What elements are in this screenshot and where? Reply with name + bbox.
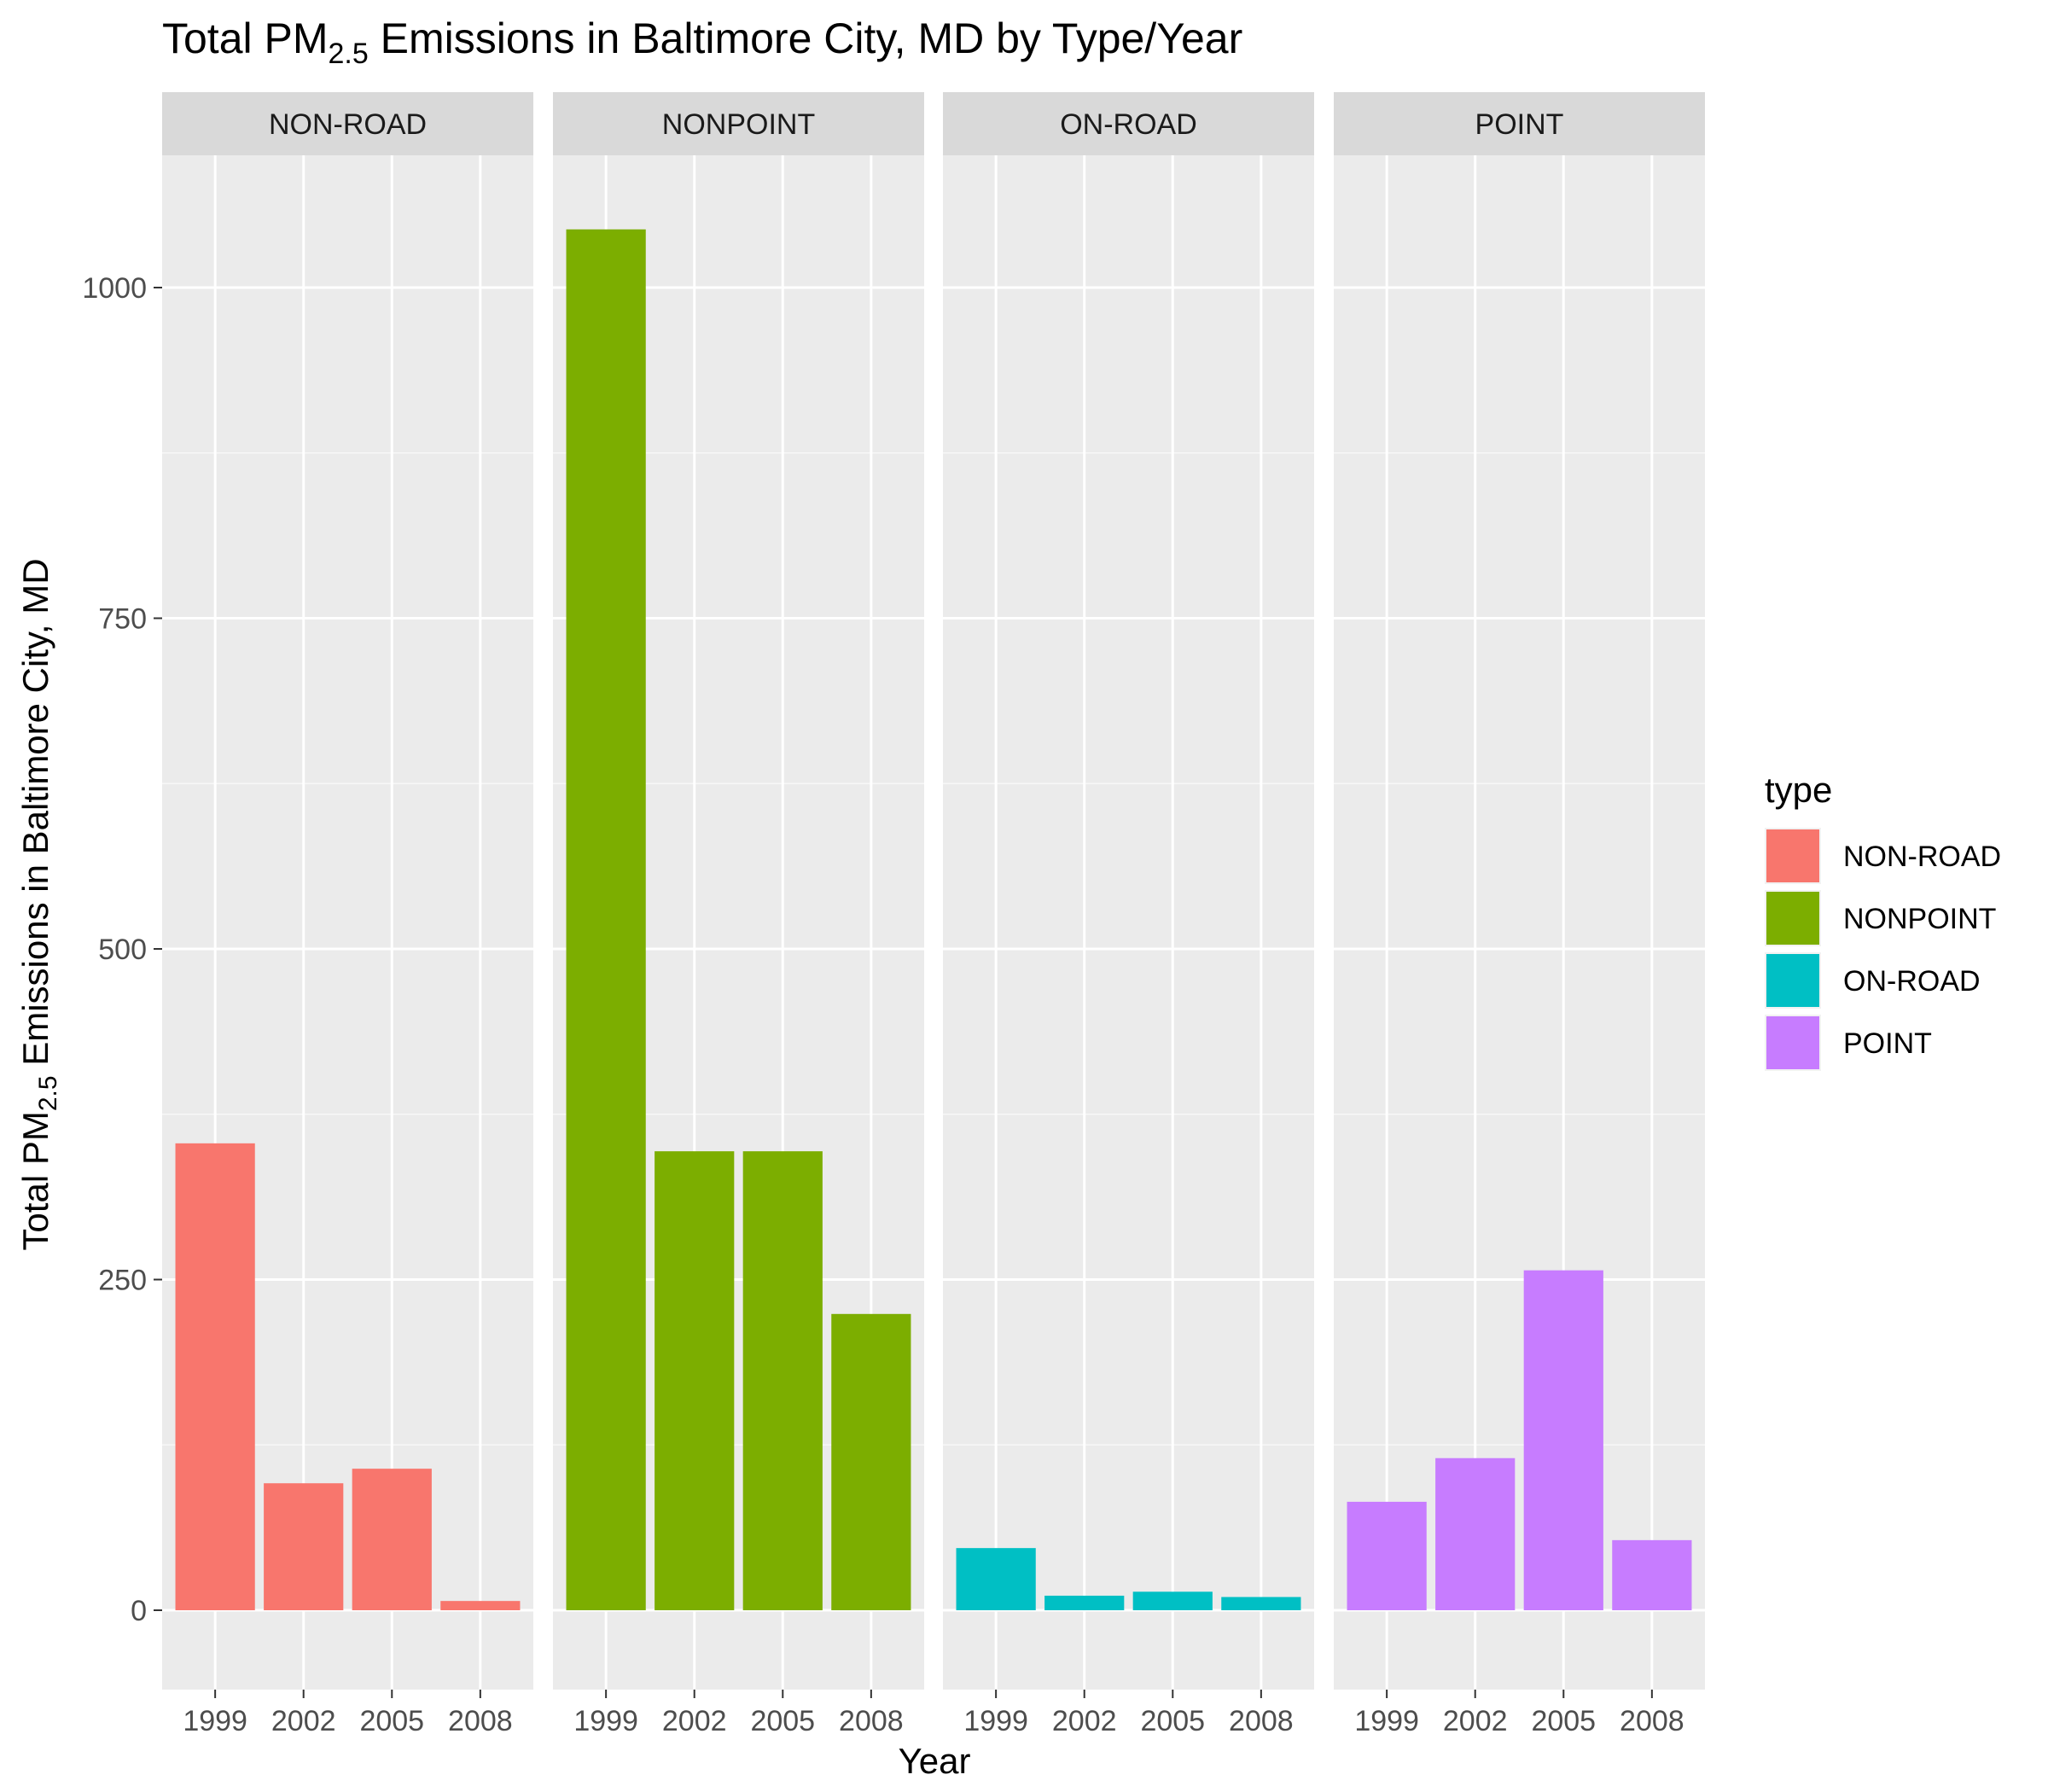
legend-label: NONPOINT: [1843, 903, 1996, 935]
facet-panels: NON-ROAD 1999 2002 2005 2008 NONPOINT 1999 2002…: [162, 92, 1705, 1737]
chart-title: Total PM2.5 Emissions in Baltimore City,…: [162, 15, 1242, 70]
bar-point-1999: [1347, 1501, 1427, 1610]
bar-non-road-2008: [440, 1601, 521, 1610]
legend-item-on-road: ON-ROAD: [1765, 952, 1981, 1009]
legend-swatch: [1766, 829, 1819, 882]
x-tick-label: 2005: [359, 1705, 424, 1737]
x-tick-label: 2008: [1229, 1705, 1294, 1737]
x-tick-label: 2008: [839, 1705, 904, 1737]
x-tick-label: 1999: [1354, 1705, 1419, 1737]
legend-label: POINT: [1843, 1027, 1932, 1060]
bar-non-road-2002: [264, 1483, 344, 1610]
y-tick-label: 0: [131, 1595, 147, 1627]
legend-title: type: [1765, 770, 1832, 810]
y-axis-title-rest: Emissions in Baltimore City, MD: [15, 558, 55, 1075]
legend-swatch: [1766, 892, 1819, 945]
x-tick-label: 2002: [662, 1705, 727, 1737]
y-axis-title-main: Total PM: [15, 1111, 55, 1250]
bar-nonpoint-2002: [655, 1151, 735, 1610]
x-tick-label: 2002: [1443, 1705, 1508, 1737]
bar-on-road-2008: [1221, 1597, 1301, 1610]
x-tick-label: 2008: [448, 1705, 513, 1737]
x-tick-label: 2002: [1052, 1705, 1117, 1737]
x-axis-title: Year: [899, 1741, 971, 1781]
bar-non-road-1999: [175, 1143, 255, 1610]
x-tick-label: 2005: [1531, 1705, 1596, 1737]
y-axis-title: Total PM2.5 Emissions in Baltimore City,…: [15, 558, 62, 1250]
legend: type NON-ROAD NONPOINT ON-ROAD POINT: [1765, 770, 2001, 1071]
bar-on-road-2002: [1044, 1595, 1125, 1610]
facet-panel-point: POINT 1999 2002 2005 2008: [1334, 92, 1705, 1737]
y-axis-title-subscript: 2.5: [34, 1075, 62, 1111]
facet-panel-non-road: NON-ROAD 1999 2002 2005 2008: [162, 92, 533, 1737]
x-tick-label: 2005: [750, 1705, 815, 1737]
y-tick-label: 250: [98, 1265, 147, 1297]
chart-title-subscript: 2.5: [329, 38, 369, 70]
legend-label: NON-ROAD: [1843, 841, 2001, 873]
chart-title-rest: Emissions in Baltimore City, MD by Type/…: [369, 15, 1242, 62]
y-tick-label: 1000: [82, 272, 147, 305]
x-tick-label: 1999: [573, 1705, 638, 1737]
x-tick-label: 1999: [183, 1705, 247, 1737]
legend-item-point: POINT: [1765, 1015, 1932, 1071]
facet-panel-on-road: ON-ROAD 1999 2002 2005 2008: [943, 92, 1314, 1737]
bar-nonpoint-2008: [831, 1313, 911, 1610]
x-tick-label: 2005: [1140, 1705, 1205, 1737]
legend-item-nonpoint: NONPOINT: [1765, 890, 1996, 946]
bar-on-road-2005: [1132, 1591, 1213, 1610]
legend-swatch: [1766, 954, 1819, 1007]
facet-strip-label: NON-ROAD: [269, 108, 427, 141]
bar-point-2002: [1435, 1457, 1516, 1610]
chart-title-main: Total PM: [162, 15, 329, 62]
facet-strip-label: POINT: [1475, 108, 1564, 141]
legend-item-non-road: NON-ROAD: [1765, 828, 2001, 884]
facet-strip: [1334, 92, 1705, 155]
panel-background: [943, 155, 1314, 1690]
facet-strip-label: ON-ROAD: [1060, 108, 1197, 141]
bar-point-2008: [1612, 1539, 1692, 1610]
bar-on-road-1999: [956, 1548, 1036, 1610]
facet-panel-nonpoint: NONPOINT 1999 2002 2005 2008: [553, 92, 924, 1737]
y-axis: 0 250 500 750 1000: [82, 272, 162, 1627]
legend-label: ON-ROAD: [1843, 965, 1981, 998]
facet-strip-label: NONPOINT: [662, 108, 815, 141]
legend-swatch: [1766, 1016, 1819, 1069]
facet-strip: [943, 92, 1314, 155]
x-tick-label: 1999: [963, 1705, 1028, 1737]
x-tick-label: 2008: [1620, 1705, 1684, 1737]
facet-strip: [162, 92, 533, 155]
y-tick-label: 750: [98, 603, 147, 636]
bar-point-2005: [1523, 1270, 1603, 1610]
y-tick-label: 500: [98, 934, 147, 966]
facet-strip: [553, 92, 924, 155]
bar-non-road-2005: [352, 1469, 432, 1610]
panel-background: [1334, 155, 1705, 1690]
x-tick-label: 2002: [271, 1705, 336, 1737]
bar-nonpoint-1999: [566, 229, 646, 1610]
bar-nonpoint-2005: [742, 1151, 823, 1610]
